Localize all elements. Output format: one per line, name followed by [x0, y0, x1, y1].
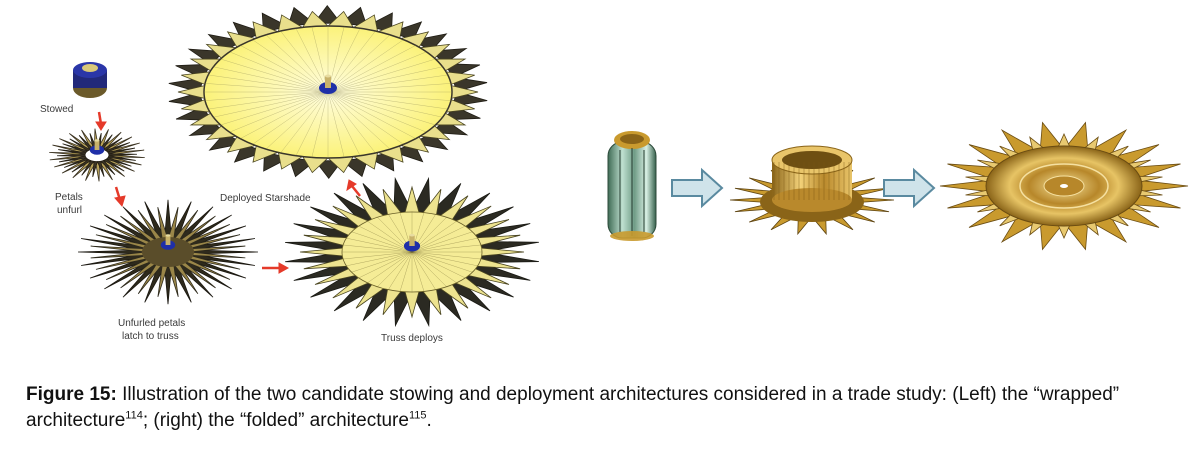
stowed-canister-icon	[73, 62, 107, 98]
caption-text-part2: ; (right) the “folded” architecture	[142, 410, 409, 431]
red-arrow-icon	[262, 262, 290, 274]
folded-deployed-icon	[939, 121, 1189, 251]
folded-partial-deploy-icon	[729, 145, 895, 236]
reference-superscript-114: 114	[125, 409, 143, 422]
petals-unfurl-label-line1: Petals	[55, 192, 83, 203]
blue-arrow-icon	[671, 167, 724, 209]
caption-text-part3: .	[426, 410, 432, 431]
deployed-starshade-icon	[168, 4, 488, 180]
deployed-starshade-label: Deployed Starshade	[220, 193, 311, 204]
figure-number: Figure 15:	[26, 384, 117, 405]
stowed-label: Stowed	[40, 104, 74, 115]
figure-caption: Figure 15: Illustration of the two candi…	[26, 382, 1176, 434]
folded-stowed-cylinder-icon	[607, 131, 657, 241]
unfurled-petals-label-line1: Unfurled petals	[118, 318, 186, 329]
figure-illustration	[49, 4, 1189, 328]
petals-unfurl-star-icon	[49, 128, 145, 182]
petals-unfurl-label-line2: unfurl	[57, 205, 83, 216]
reference-superscript-115: 115	[408, 409, 427, 422]
unfurled-petals-star-icon	[77, 199, 259, 305]
red-arrow-icon	[346, 179, 361, 197]
red-arrow-icon	[114, 186, 126, 208]
caption-text-part1: Illustration of the two candidate stowin…	[26, 384, 1120, 431]
unfurled-petals-label-line2: latch to truss	[122, 331, 179, 342]
truss-deploys-label: Truss deploys	[381, 333, 443, 344]
red-arrow-icon	[95, 111, 107, 131]
blue-arrow-icon	[883, 167, 936, 209]
truss-deploys-star-icon	[285, 176, 539, 328]
